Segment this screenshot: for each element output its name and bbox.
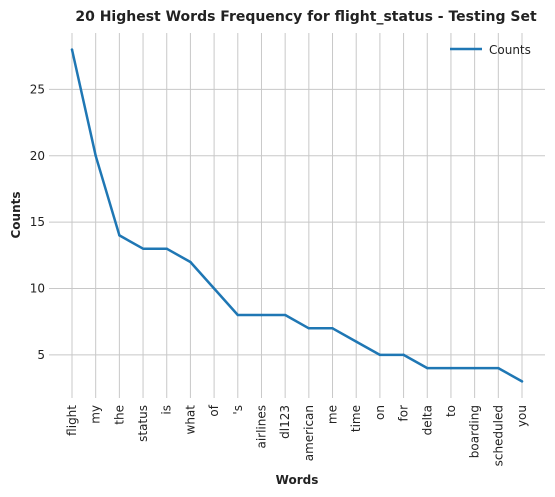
- x-tick-label: me: [326, 405, 340, 424]
- data-point: [283, 313, 287, 317]
- y-tick-label: 5: [37, 348, 45, 362]
- x-tick-label: flight: [65, 405, 79, 436]
- series-layer: [70, 48, 524, 383]
- data-point: [212, 287, 216, 290]
- data-point: [260, 313, 263, 317]
- data-point: [307, 327, 311, 330]
- x-tick-label: status: [136, 405, 150, 442]
- data-point: [355, 340, 358, 343]
- x-tick-label: 's: [231, 405, 245, 415]
- data-point: [94, 154, 97, 157]
- chart-title: 20 Highest Words Frequency for flight_st…: [75, 9, 537, 25]
- x-tick-label: delta: [420, 405, 434, 435]
- y-tick-label: 20: [30, 149, 45, 163]
- y-tick-label: 15: [30, 215, 45, 229]
- x-tick-label: dl123: [278, 405, 292, 439]
- x-tick-label: time: [349, 405, 363, 432]
- data-point: [331, 327, 334, 330]
- x-tick-label: scheduled: [491, 405, 505, 466]
- legend: Counts: [450, 43, 531, 57]
- data-point: [449, 366, 453, 370]
- x-tick-label: on: [373, 405, 387, 420]
- data-point: [141, 247, 145, 250]
- data-point: [473, 366, 476, 370]
- data-point: [402, 353, 405, 357]
- x-axis-label: Words: [276, 473, 319, 487]
- legend-label: Counts: [489, 43, 531, 57]
- series-line: [70, 48, 524, 383]
- x-axis-ticks: flight my the status is what of 's airlines dl123…: [65, 404, 529, 466]
- y-axis-ticks: 5 10 15 20 25: [30, 82, 45, 361]
- x-tick-label: for: [397, 405, 411, 422]
- data-point: [426, 366, 429, 370]
- x-tick-label: boarding: [468, 405, 482, 458]
- x-tick-label: to: [444, 405, 458, 417]
- data-point: [236, 313, 239, 317]
- data-point: [165, 247, 168, 250]
- x-tick-label: what: [183, 405, 197, 435]
- x-tick-label: the: [112, 405, 126, 425]
- y-tick-label: 10: [30, 282, 45, 296]
- grid-lines: [49, 33, 545, 398]
- x-tick-label: of: [207, 404, 221, 416]
- data-point: [520, 380, 524, 383]
- data-point: [378, 353, 382, 357]
- data-point: [189, 260, 192, 264]
- x-tick-label: american: [302, 405, 316, 461]
- data-point: [118, 234, 121, 237]
- data-point: [70, 48, 74, 51]
- x-tick-label: airlines: [254, 405, 268, 449]
- data-point: [497, 366, 500, 370]
- x-tick-label: is: [160, 405, 174, 415]
- x-tick-label: you: [515, 405, 529, 427]
- y-axis-label: Counts: [9, 191, 23, 238]
- x-tick-label: my: [89, 405, 103, 424]
- y-tick-label: 25: [30, 82, 45, 96]
